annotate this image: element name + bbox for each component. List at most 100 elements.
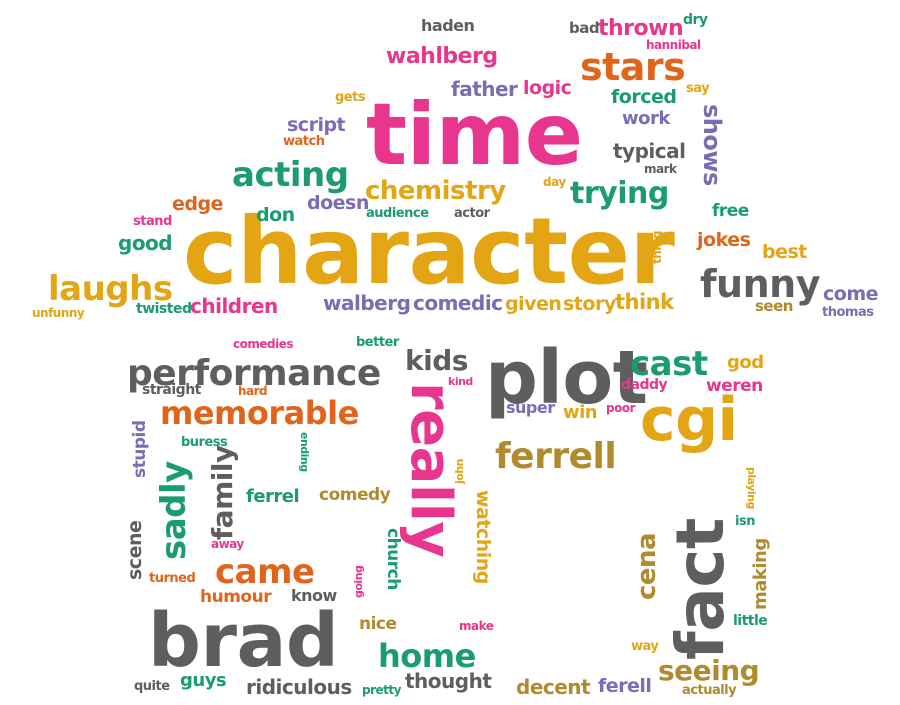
- word-doesn: doesn: [307, 192, 369, 214]
- word-really: really: [398, 382, 463, 557]
- word-performance: performance: [127, 353, 381, 394]
- word-stand: stand: [133, 214, 172, 229]
- word-make: make: [459, 619, 494, 633]
- word-scene: scene: [124, 521, 146, 580]
- word-don: don: [256, 204, 295, 226]
- word-way: way: [631, 639, 659, 654]
- word-say: say: [686, 81, 710, 96]
- word-hard: hard: [238, 384, 267, 398]
- word-comedies: comedies: [233, 337, 293, 351]
- word-character: character: [183, 198, 675, 305]
- word-cast: cast: [630, 344, 708, 384]
- word-walberg: walberg: [323, 291, 410, 315]
- word-mark: mark: [644, 162, 678, 176]
- word-cena: cena: [632, 533, 662, 600]
- word-decent: decent: [516, 675, 591, 699]
- word-fact: fact: [662, 518, 739, 660]
- word-audience: audience: [366, 206, 429, 221]
- word-home: home: [378, 637, 476, 675]
- word-plot: plot: [485, 335, 648, 421]
- word-ferrell: ferrell: [495, 436, 616, 477]
- word-playing: playing: [745, 467, 758, 509]
- word-best: best: [762, 241, 807, 263]
- word-quite: quite: [134, 679, 170, 694]
- word-funny: funny: [700, 262, 821, 306]
- word-seeing: seeing: [658, 654, 759, 687]
- word-making: making: [750, 538, 771, 610]
- word-shows: shows: [698, 104, 726, 186]
- word-memorable: memorable: [160, 394, 359, 432]
- word-guys: guys: [180, 670, 226, 691]
- word-sadly: sadly: [154, 461, 194, 560]
- word-comedy: comedy: [319, 485, 391, 505]
- word-buress: buress: [181, 435, 228, 450]
- word-away: away: [211, 537, 244, 551]
- word-acting: acting: [232, 155, 349, 195]
- word-given: given: [505, 293, 561, 315]
- word-win: win: [563, 402, 597, 423]
- word-bad: bad: [569, 19, 599, 37]
- word-poor: poor: [606, 401, 636, 415]
- word-isn: isn: [735, 514, 755, 529]
- word-came: came: [215, 552, 315, 592]
- word-god: god: [727, 352, 764, 373]
- word-nice: nice: [359, 614, 397, 634]
- word-better: better: [356, 335, 400, 350]
- word-edge: edge: [172, 193, 223, 215]
- word-watch: watch: [283, 134, 325, 149]
- word-ending: ending: [298, 432, 311, 472]
- word-family: family: [206, 445, 239, 540]
- word-forced: forced: [611, 86, 676, 108]
- word-wahlberg: wahlberg: [386, 44, 498, 69]
- word-twisted: twisted: [136, 301, 191, 317]
- word-brad: brad: [148, 598, 338, 684]
- word-daddy: daddy: [621, 377, 668, 393]
- word-work: work: [622, 108, 671, 129]
- word-ferrel: ferrel: [246, 486, 299, 507]
- word-chemistry: chemistry: [365, 176, 506, 206]
- word-super: super: [506, 398, 555, 417]
- word-straight: straight: [142, 382, 202, 398]
- word-stars: stars: [580, 45, 685, 89]
- word-kind: kind: [448, 375, 473, 388]
- word-comedic: comedic: [413, 291, 503, 315]
- word-story: story: [563, 293, 617, 315]
- word-logic: logic: [523, 77, 571, 99]
- word-gets: gets: [335, 90, 366, 105]
- word-day: day: [543, 175, 566, 189]
- word-good: good: [118, 231, 172, 255]
- word-actually: actually: [682, 683, 737, 698]
- word-church: church: [383, 528, 403, 590]
- word-little: little: [733, 613, 767, 629]
- word-thing: thing: [650, 231, 664, 264]
- word-stupid: stupid: [130, 420, 150, 478]
- word-thomas: thomas: [822, 305, 874, 320]
- word-thought: thought: [405, 669, 492, 693]
- word-time: time: [366, 85, 583, 185]
- word-hannibal: hannibal: [646, 38, 701, 52]
- word-humour: humour: [200, 587, 272, 607]
- word-laughs: laughs: [48, 269, 173, 309]
- word-kids: kids: [405, 344, 468, 377]
- word-pretty: pretty: [362, 683, 402, 697]
- word-haden: haden: [421, 16, 474, 35]
- word-unfunny: unfunny: [32, 306, 85, 320]
- word-come: come: [823, 283, 878, 305]
- word-father: father: [451, 77, 518, 101]
- word-weren: weren: [706, 376, 763, 396]
- word-dry: dry: [683, 12, 708, 28]
- word-going: going: [352, 566, 365, 598]
- word-seen: seen: [755, 297, 793, 315]
- word-trying: trying: [570, 176, 669, 211]
- word-actor: actor: [454, 206, 491, 221]
- word-thrown: thrown: [598, 16, 683, 41]
- word-watching: watching: [472, 490, 494, 584]
- word-script: script: [287, 114, 346, 136]
- word-children: children: [190, 294, 278, 318]
- word-know: know: [291, 586, 338, 605]
- word-think: think: [615, 290, 675, 314]
- word-cgi: cgi: [640, 385, 738, 455]
- word-ridiculous: ridiculous: [246, 675, 352, 699]
- word-turned: turned: [149, 571, 195, 586]
